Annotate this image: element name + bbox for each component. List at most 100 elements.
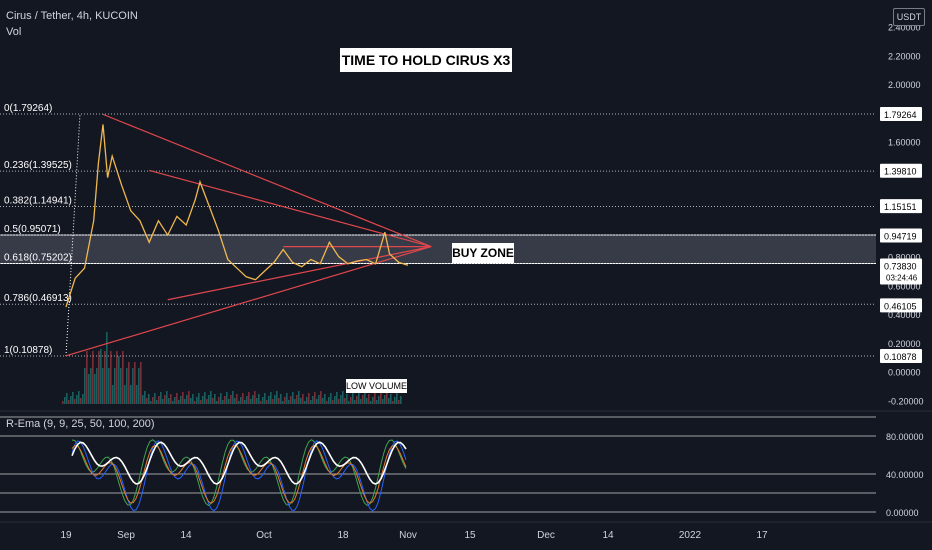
oscillator-axis-tick: 80.00000 bbox=[886, 432, 924, 442]
volume-bar bbox=[76, 395, 78, 404]
volume-bar bbox=[174, 397, 176, 404]
price-axis-tag bbox=[880, 163, 922, 178]
volume-bar bbox=[370, 401, 372, 404]
volume-bar bbox=[68, 400, 70, 404]
volume-bar bbox=[150, 401, 152, 404]
volume-bar bbox=[372, 397, 374, 404]
volume-bar bbox=[64, 397, 66, 404]
volume-bar bbox=[368, 394, 370, 404]
volume-bar bbox=[260, 401, 262, 404]
volume-bar bbox=[122, 351, 124, 404]
price-axis-tick: 0.60000 bbox=[888, 281, 921, 291]
volume-bar bbox=[398, 400, 400, 404]
volume-bar bbox=[134, 362, 136, 404]
volume-bar bbox=[180, 396, 182, 404]
volume-bar bbox=[198, 393, 200, 404]
currency-badge[interactable]: USDT bbox=[893, 8, 925, 26]
volume-bar bbox=[388, 398, 390, 404]
volume-bar bbox=[84, 368, 86, 404]
volume-bar bbox=[200, 400, 202, 404]
volume-bar bbox=[98, 351, 100, 404]
volume-bar bbox=[382, 399, 384, 404]
volume-bar bbox=[272, 399, 274, 404]
price-axis-tag bbox=[880, 298, 922, 313]
volume-bar bbox=[214, 394, 216, 404]
volume-bar bbox=[308, 393, 310, 404]
volume-bar bbox=[96, 368, 98, 404]
volume-bar bbox=[102, 368, 104, 404]
volume-bar bbox=[116, 351, 118, 404]
x-axis-tick: Oct bbox=[256, 530, 272, 541]
oscillator-line-orange bbox=[71, 444, 407, 504]
volume-bar bbox=[262, 397, 264, 404]
volume-bar bbox=[396, 393, 398, 404]
volume-bar bbox=[242, 393, 244, 404]
volume-bar bbox=[292, 392, 294, 404]
volume-bar bbox=[290, 396, 292, 404]
volume-bar bbox=[244, 400, 246, 404]
volume-bar bbox=[282, 401, 284, 404]
volume-bar bbox=[92, 351, 94, 404]
volume-bar bbox=[304, 401, 306, 404]
volume-bar bbox=[380, 392, 382, 404]
fib-level-label: 0.786(0.46913) bbox=[4, 293, 72, 304]
volume-bar bbox=[132, 368, 134, 404]
volume-bar bbox=[218, 397, 220, 404]
volume-bar bbox=[306, 397, 308, 404]
volume-bar bbox=[320, 391, 322, 404]
volume-bar bbox=[146, 398, 148, 404]
volume-bar bbox=[392, 401, 394, 404]
x-axis-tick: 19 bbox=[60, 530, 72, 541]
volume-bar bbox=[314, 392, 316, 404]
volume-bar bbox=[356, 396, 358, 404]
volume-bar bbox=[384, 395, 386, 404]
volume-bar bbox=[312, 396, 314, 404]
volume-bar bbox=[254, 391, 256, 404]
volume-bar bbox=[120, 368, 122, 404]
x-axis-tick: 17 bbox=[756, 530, 768, 541]
volume-bar bbox=[166, 391, 168, 404]
volume-bar bbox=[228, 399, 230, 404]
x-axis-tick: 14 bbox=[602, 530, 614, 541]
price-axis-tag-label: 0.10878 bbox=[884, 352, 917, 362]
price-axis-tag-label: 1.79264 bbox=[884, 110, 917, 120]
volume-bar bbox=[182, 392, 184, 404]
volume-bar bbox=[332, 400, 334, 404]
volume-bar bbox=[394, 397, 396, 404]
volume-bar bbox=[70, 396, 72, 404]
volume-bar bbox=[178, 400, 180, 404]
price-axis-tag-label: 1.15151 bbox=[884, 202, 917, 212]
price-axis-tag bbox=[880, 107, 922, 121]
volume-bar bbox=[184, 399, 186, 404]
volume-bar bbox=[160, 392, 162, 404]
buy-zone-annotation[interactable]: BUY ZONE bbox=[452, 243, 514, 263]
fib-level-label: 0.382(1.14941) bbox=[4, 195, 72, 206]
volume-bar bbox=[94, 374, 96, 404]
volume-bar bbox=[234, 398, 236, 404]
volume-label: Vol bbox=[6, 26, 22, 38]
volume-bar bbox=[266, 400, 268, 404]
low-volume-annotation[interactable]: LOW VOLUME bbox=[346, 379, 408, 393]
volume-bar bbox=[386, 391, 388, 404]
volume-bar bbox=[346, 394, 348, 404]
volume-bar bbox=[176, 393, 178, 404]
volume-bar bbox=[62, 401, 64, 404]
price-axis-tag bbox=[880, 199, 922, 214]
chart-title-annotation[interactable]: TIME TO HOLD CIRUS X3 bbox=[340, 48, 512, 72]
fib-level-label: 0.236(1.39525) bbox=[4, 160, 72, 171]
volume-bar bbox=[240, 397, 242, 404]
volume-bar bbox=[268, 396, 270, 404]
volume-bar bbox=[298, 391, 300, 404]
volume-bar bbox=[276, 391, 278, 404]
trendline bbox=[65, 246, 432, 357]
volume-bar bbox=[192, 394, 194, 404]
volume-bar bbox=[220, 393, 222, 404]
price-axis-tag bbox=[880, 228, 922, 243]
price-axis-tick: 0.40000 bbox=[888, 310, 921, 320]
fib-level-label: 1(0.10878) bbox=[4, 345, 52, 356]
volume-bar bbox=[204, 392, 206, 404]
volume-bar bbox=[342, 391, 344, 404]
volume-bar bbox=[186, 395, 188, 404]
price-axis-tag-countdown: 03:24:46 bbox=[886, 274, 918, 283]
